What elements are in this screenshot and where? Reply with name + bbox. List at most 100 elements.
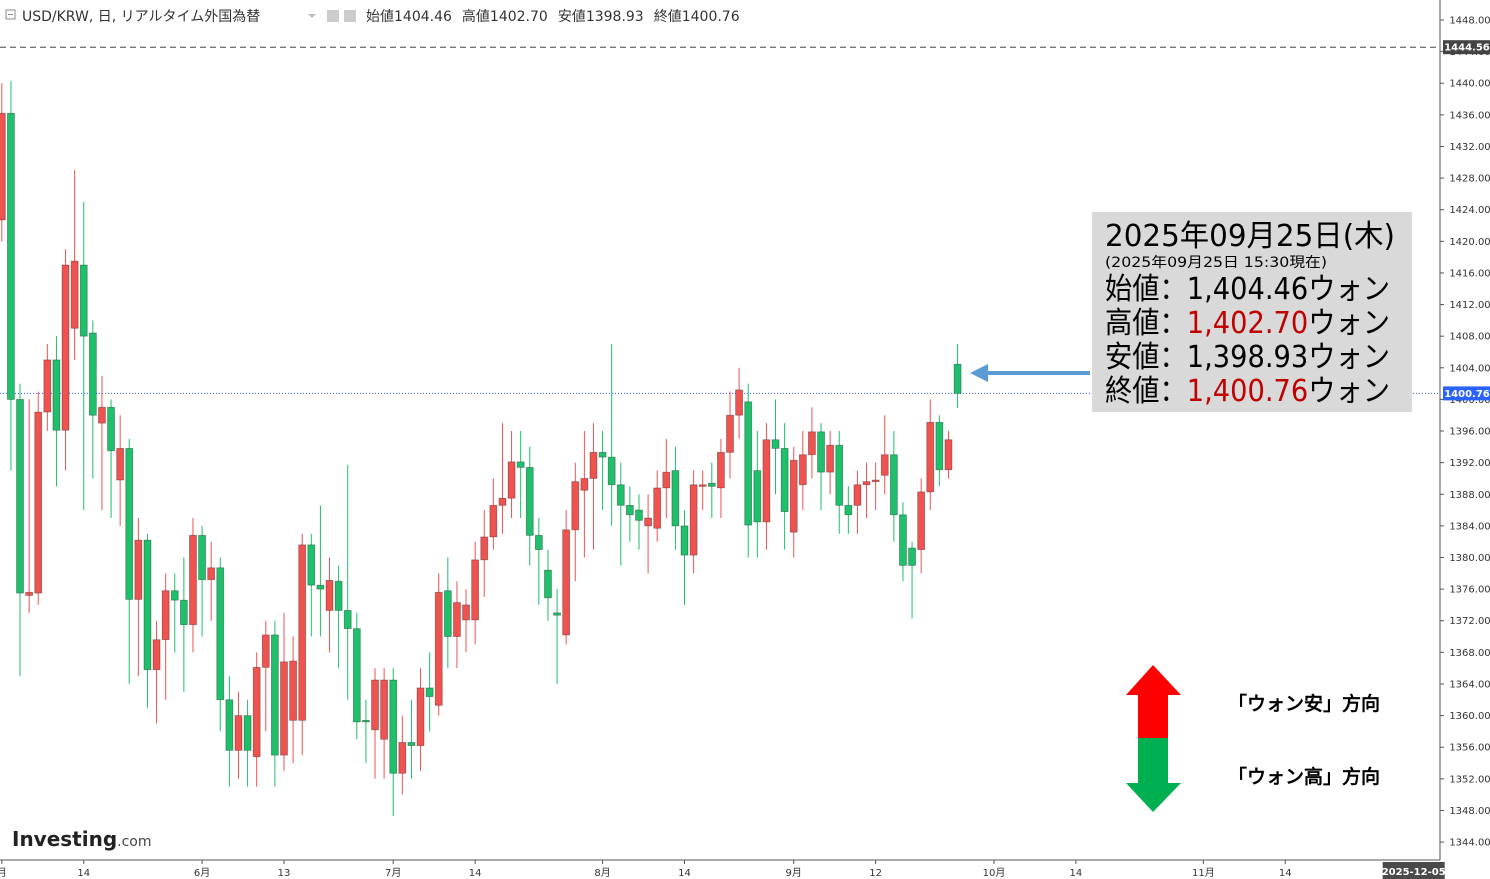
candle-body — [116, 448, 125, 481]
y-tick-label: 1416.00 — [1449, 268, 1490, 279]
info-row-value: 1,402.70 — [1187, 306, 1308, 341]
candle-body — [261, 634, 270, 668]
logo-brand: Investing — [12, 827, 117, 851]
y-tick-label: 1344.00 — [1449, 838, 1490, 849]
candle-body — [334, 580, 343, 611]
candle-body — [507, 461, 516, 499]
candle-body — [653, 487, 662, 529]
candle-body — [371, 679, 379, 731]
x-tick-label: 14 — [469, 868, 482, 879]
candle-body — [498, 497, 507, 506]
info-asof: (2025年09月25日 15:30現在) — [1105, 255, 1327, 271]
info-row-unit: ウォン — [1308, 340, 1390, 375]
candle-body — [471, 559, 480, 621]
y-tick-label: 1392.00 — [1449, 458, 1490, 469]
settings-icon[interactable] — [327, 10, 339, 22]
y-tick-label: 1368.00 — [1449, 648, 1490, 659]
candle-body — [899, 514, 907, 566]
candle-body — [480, 536, 489, 561]
info-row-sep: ： — [1160, 340, 1187, 375]
candles — [0, 80, 962, 816]
y-tick-label: 1364.00 — [1449, 679, 1490, 690]
ohlc-value: 1398.93 — [586, 9, 644, 25]
info-row: 始値：1,404.46ウォン — [1105, 272, 1390, 307]
y-tick-label: 1400.00 — [1449, 395, 1490, 406]
candle-body — [0, 112, 6, 221]
candle-body — [225, 699, 234, 751]
logo: Investing.com — [12, 827, 152, 851]
down-arrowhead — [1126, 783, 1181, 812]
candle-body — [635, 509, 643, 521]
candle-body — [798, 454, 807, 486]
info-row-label: 高値 — [1105, 306, 1160, 341]
candle-body — [662, 471, 671, 489]
candle-body — [817, 431, 825, 473]
candle-body — [808, 431, 816, 456]
candle-body — [616, 484, 625, 506]
x-tick-label: 14 — [1070, 868, 1083, 879]
candle-body — [107, 406, 115, 452]
candle-body — [453, 602, 461, 637]
x-tick-label: 14 — [77, 868, 90, 879]
candle-body — [289, 660, 297, 721]
candle-body — [43, 359, 52, 413]
candle-body — [880, 454, 889, 476]
y-tick-label: 1356.00 — [1449, 743, 1490, 754]
candle-body — [644, 517, 652, 527]
candle-body — [744, 401, 753, 526]
info-box — [1092, 212, 1412, 412]
close-icon[interactable] — [344, 10, 356, 22]
candle-body — [280, 661, 288, 756]
candle-body — [252, 666, 261, 758]
candle-body — [298, 544, 307, 721]
candle-body — [717, 451, 725, 489]
info-row-label: 始値 — [1105, 272, 1160, 307]
candle-body — [935, 421, 944, 471]
ohlc-label: 始値 — [366, 9, 394, 25]
ohlc-label: 高値 — [462, 8, 490, 25]
cursor-date-label: 2025-12-05 — [1382, 867, 1446, 878]
candle-body — [307, 544, 316, 586]
candle-body — [525, 466, 534, 536]
y-tick-label: 1432.00 — [1449, 142, 1490, 153]
candle-body — [726, 414, 734, 453]
candle-body — [926, 421, 935, 493]
candle-body — [170, 590, 179, 601]
candle-body — [580, 478, 589, 491]
dropdown-icon[interactable] — [308, 14, 316, 18]
price-tag-label: 1400.76 — [1444, 389, 1490, 400]
candle-body — [735, 389, 744, 416]
candle-body — [125, 448, 134, 600]
candle-body — [753, 470, 762, 523]
collapse-icon[interactable] — [5, 9, 16, 20]
x-tick-label: 10月 — [983, 867, 1006, 879]
y-tick-label: 1388.00 — [1449, 490, 1490, 501]
candle-body — [380, 679, 389, 740]
candle-body — [343, 610, 352, 630]
y-tick-label: 1404.00 — [1449, 363, 1490, 374]
info-row-value: 1,404.46 — [1187, 272, 1308, 307]
candle-body — [562, 529, 571, 636]
candle-body — [152, 639, 161, 671]
up-arrow — [1138, 694, 1168, 739]
y-tick-label: 1376.00 — [1449, 585, 1490, 596]
candle-body — [689, 484, 698, 556]
y-tick-label: 1440.00 — [1449, 79, 1490, 90]
candle-body — [88, 332, 97, 416]
y-tick-label: 1380.00 — [1449, 553, 1490, 564]
legend-up: 「ウォン安」方向 — [1228, 692, 1380, 715]
candle-body — [389, 679, 398, 774]
candle-body — [908, 547, 916, 566]
candle-body — [134, 539, 143, 600]
price-tag-label: 1444.56 — [1444, 43, 1490, 54]
candle-body — [671, 470, 680, 527]
candle-body — [789, 459, 798, 533]
price-tag — [1443, 386, 1490, 401]
y-tick-label: 1408.00 — [1449, 332, 1490, 343]
y-tick-label: 1360.00 — [1449, 711, 1490, 722]
candle-body — [862, 481, 871, 486]
candle-body — [434, 591, 443, 706]
x-tick-label: 7月 — [385, 867, 401, 879]
candle-body — [607, 456, 616, 486]
ohlc-value: 1402.70 — [490, 9, 548, 25]
